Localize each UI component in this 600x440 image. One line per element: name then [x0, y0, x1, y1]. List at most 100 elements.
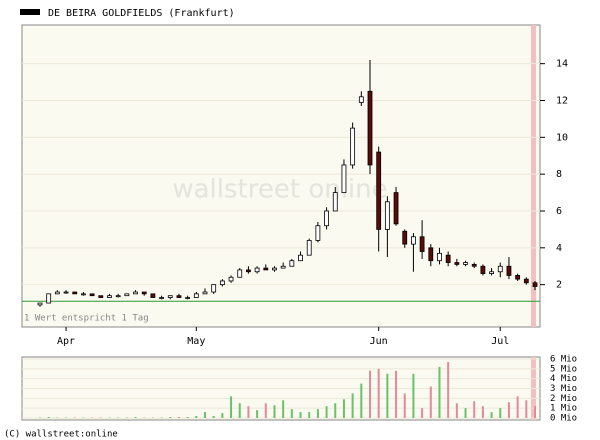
- candle-body: [280, 265, 286, 269]
- candle-body: [306, 240, 312, 256]
- candle-body: [72, 291, 78, 295]
- y-tick-label: 2 Mio: [550, 394, 577, 404]
- candle-body: [497, 265, 503, 273]
- y-tick-label: 8: [556, 169, 562, 180]
- candle-body: [402, 230, 408, 245]
- candle-body: [115, 295, 121, 298]
- candle-body: [89, 293, 95, 297]
- y-tick-label: 3 Mio: [550, 384, 577, 394]
- candle-body: [98, 295, 104, 298]
- volume-bar: [429, 386, 432, 418]
- y-tick-label: 6: [556, 206, 562, 217]
- candle-body: [428, 247, 434, 262]
- candle-body: [289, 260, 295, 267]
- volume-bar: [212, 416, 215, 418]
- x-tick-label: Jun: [370, 336, 388, 347]
- volume-bar: [247, 406, 250, 418]
- candle-body: [167, 295, 173, 298]
- volume-bar: [490, 412, 493, 418]
- candle-body: [332, 192, 338, 212]
- candle-body: [506, 265, 512, 276]
- volume-bar: [186, 417, 189, 418]
- candle-body: [358, 96, 364, 103]
- volume-bar: [238, 403, 241, 418]
- candle-body: [211, 284, 217, 293]
- current-marker: [531, 25, 536, 327]
- volume-bar: [195, 416, 198, 418]
- volume-bar: [134, 417, 137, 418]
- candle-body: [515, 275, 521, 280]
- candle-body: [454, 262, 460, 265]
- candle-body: [254, 267, 260, 273]
- y-tick-label: 14: [556, 59, 568, 70]
- candle-body: [350, 127, 356, 166]
- volume-bar: [395, 370, 398, 418]
- volume-bar: [516, 396, 519, 418]
- candle-body: [228, 276, 234, 282]
- x-tick-label: Apr: [57, 336, 75, 347]
- volume-bar: [412, 373, 415, 418]
- candle-body: [237, 269, 243, 278]
- volume-bar: [499, 408, 502, 418]
- candle-body: [393, 192, 399, 225]
- candle-body: [176, 295, 182, 298]
- volume-bar: [334, 403, 337, 418]
- chart-title: DE BEIRA GOLDFIELDS (Frankfurt): [48, 8, 235, 19]
- candle-body: [159, 297, 164, 299]
- candle-body: [523, 278, 529, 284]
- y-tick-label: 5 Mio: [550, 364, 577, 374]
- candle-body: [37, 302, 43, 306]
- y-tick-label: 4: [556, 243, 562, 254]
- y-tick-label: 4 Mio: [550, 374, 577, 384]
- volume-bar: [308, 412, 311, 418]
- volume-bar: [282, 400, 285, 418]
- volume-bar: [273, 405, 276, 418]
- volume-bar: [464, 408, 467, 418]
- x-tick-label: Jul: [491, 336, 509, 347]
- volume-bar: [386, 373, 389, 418]
- volume-bar: [299, 412, 302, 418]
- candle-body: [185, 297, 191, 299]
- volume-bar: [169, 417, 172, 418]
- volume-bar: [47, 417, 50, 418]
- candle-body: [141, 291, 147, 295]
- candle-body: [480, 265, 486, 274]
- volume-bar: [438, 366, 441, 418]
- y-tick-label: 0 Mio: [550, 414, 577, 424]
- candle-body: [341, 164, 347, 193]
- candle-body: [471, 263, 477, 267]
- volume-bar: [342, 399, 345, 418]
- candle-body: [263, 267, 269, 271]
- candle-body: [376, 151, 382, 230]
- candle-body: [219, 280, 225, 286]
- y-tick-label: 10: [556, 132, 568, 143]
- candle-body: [193, 293, 199, 298]
- volume-bar: [290, 409, 293, 418]
- candle-body: [150, 293, 156, 298]
- volume-bar: [221, 413, 224, 418]
- volume-bar: [403, 393, 406, 418]
- y-tick-label: 12: [556, 96, 568, 107]
- volume-bar: [421, 408, 424, 418]
- volume-bar: [204, 412, 206, 418]
- candle-body: [419, 236, 425, 252]
- volume-bar: [316, 409, 319, 418]
- volume-bar: [230, 396, 233, 418]
- volume-bar: [256, 410, 259, 418]
- watermark: wallstreet online: [172, 175, 387, 205]
- volume-bar: [377, 368, 380, 418]
- volume-bar: [351, 393, 354, 418]
- y-tick-label: 2: [556, 280, 562, 291]
- x-tick-label: May: [187, 336, 205, 347]
- candle-body: [315, 225, 321, 241]
- volume-bar: [455, 403, 458, 418]
- candle-body: [324, 210, 329, 227]
- candle-body: [54, 291, 60, 295]
- price-panel: [21, 24, 541, 328]
- candle-body: [63, 291, 69, 294]
- copyright: (C) wallstreet:online: [4, 430, 118, 440]
- volume-bar: [325, 406, 328, 418]
- candle-body: [81, 293, 86, 296]
- volume-bar: [177, 417, 180, 418]
